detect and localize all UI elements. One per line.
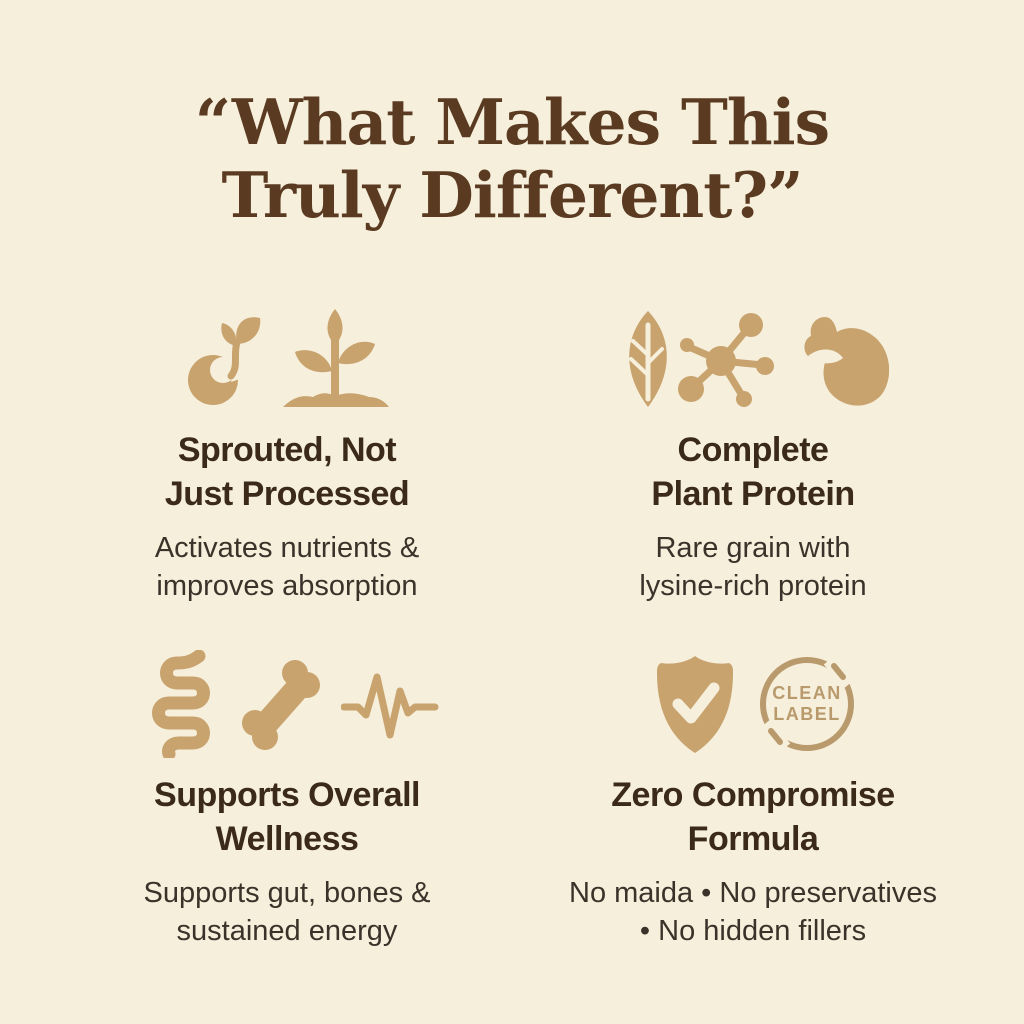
intestine-icon	[135, 650, 219, 758]
feature-heading: Complete Plant Protein	[651, 431, 855, 513]
feature-sprouted-icons	[181, 303, 393, 415]
feature-heading: Sprouted, Not Just Processed	[164, 431, 410, 513]
growing-plant-icon	[277, 309, 393, 409]
shield-check-icon	[648, 652, 742, 756]
feature-subtext: No maida • No preservatives • No hidden …	[569, 877, 937, 948]
feature-subtext: Supports gut, bones & sustained energy	[143, 877, 431, 948]
feature-wellness: Supports Overall Wellness Supports gut, …	[52, 648, 522, 951]
feature-heading: Zero Compromise Formula	[611, 776, 895, 858]
feature-heading: Supports Overall Wellness	[154, 776, 420, 858]
bone-icon	[233, 657, 327, 751]
feature-subtext: Rare grain with lysine-rich protein	[639, 532, 867, 603]
feature-zero-compromise-icons: CLEAN LABEL	[648, 648, 858, 760]
feature-plant-protein-icons	[617, 303, 889, 415]
feature-sprouted: Sprouted, Not Just Processed Activates n…	[52, 303, 522, 606]
feature-zero-compromise: CLEAN LABEL Zero Compromise Formula No m…	[518, 648, 988, 951]
sprouting-seed-icon	[181, 312, 263, 406]
clean-label-badge-icon: CLEAN LABEL	[756, 653, 858, 755]
clean-label-badge-text: CLEAN LABEL	[772, 683, 842, 724]
bicep-icon	[791, 311, 889, 407]
heartbeat-icon	[341, 665, 439, 743]
page-title: “What Makes This Truly Different?”	[194, 85, 830, 233]
molecule-icon	[673, 311, 777, 407]
leaf-icon	[617, 311, 679, 407]
feature-plant-protein: Complete Plant Protein Rare grain with l…	[518, 303, 988, 606]
feature-wellness-icons	[135, 648, 439, 760]
feature-subtext: Activates nutrients & improves absorptio…	[154, 532, 420, 603]
